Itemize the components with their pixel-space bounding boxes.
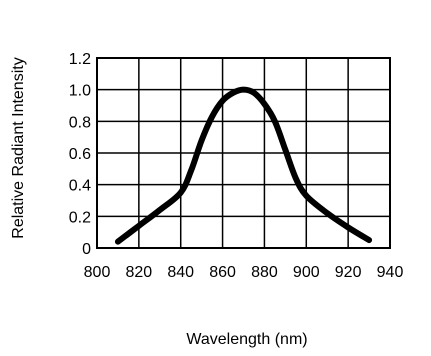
- grid: [97, 58, 390, 248]
- x-tick-label: 900: [293, 264, 320, 281]
- x-tick-label: 840: [167, 264, 194, 281]
- plot-area-border: [96, 57, 391, 249]
- x-tick-label: 860: [209, 264, 236, 281]
- x-axis-ticks: 800 820 840 860 880 900 920 940: [84, 264, 404, 281]
- y-tick-label: 0.8: [69, 114, 91, 131]
- x-tick-label: 820: [126, 264, 153, 281]
- y-tick-label: 0: [82, 241, 91, 258]
- y-tick-label: 1.2: [69, 51, 91, 68]
- y-tick-label: 1.0: [69, 83, 91, 100]
- x-tick-label: 920: [335, 264, 362, 281]
- series-line: [114, 86, 373, 245]
- y-tick-label: 0.2: [69, 209, 91, 226]
- y-tick-label: 0.4: [69, 178, 91, 195]
- y-axis-ticks: 0 0.2 0.4 0.6 0.8 1.0 1.2: [69, 51, 91, 258]
- x-axis-title: Wavelength (nm): [186, 331, 307, 348]
- x-tick-label: 800: [84, 264, 111, 281]
- x-tick-label: 880: [251, 264, 278, 281]
- y-axis-title: Relative Radiant Intensity: [10, 57, 27, 238]
- x-tick-label: 940: [377, 264, 404, 281]
- y-tick-label: 0.6: [69, 146, 91, 163]
